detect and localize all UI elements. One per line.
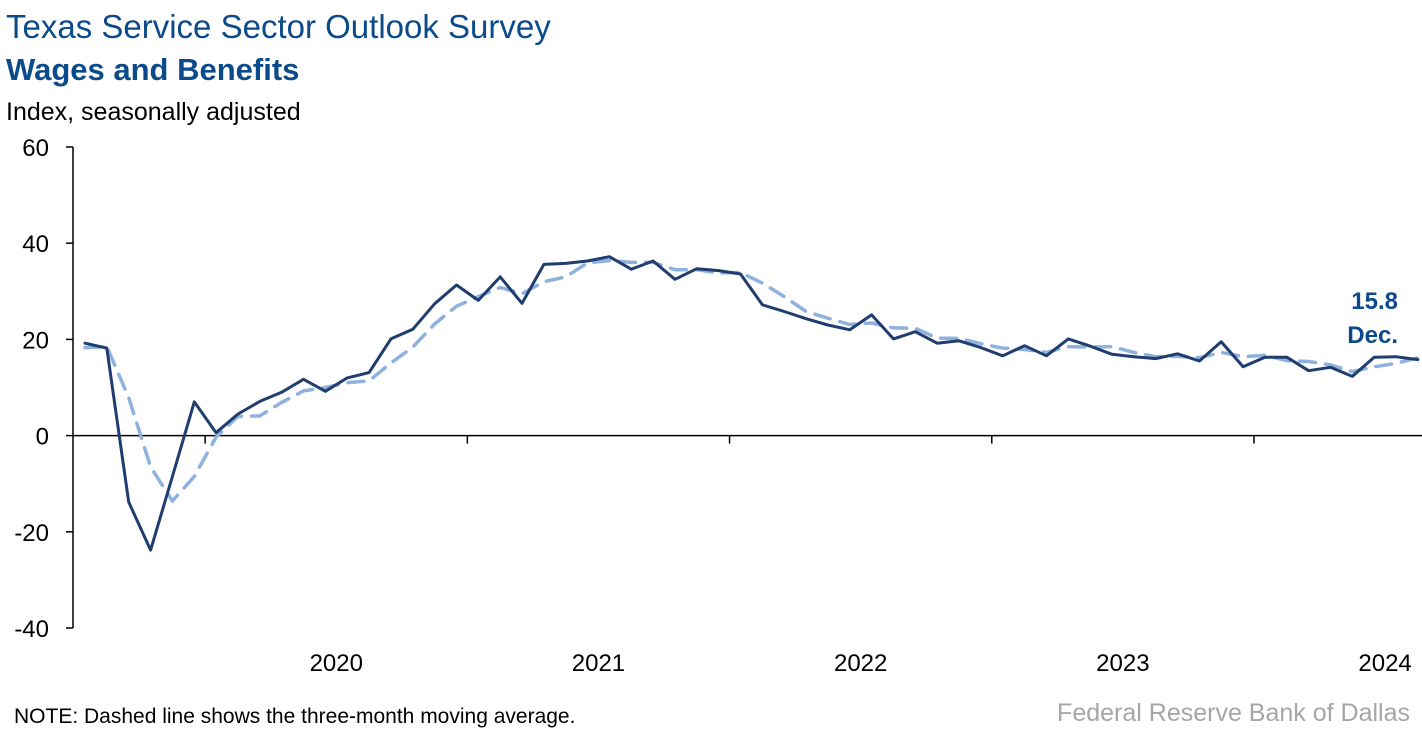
x-tick-label: 2021 bbox=[572, 650, 625, 677]
y-tick-label: 40 bbox=[22, 231, 49, 258]
x-tick-label: 2024 bbox=[1358, 650, 1411, 677]
chart-title: Texas Service Sector Outlook Survey bbox=[6, 8, 551, 45]
chart-note: NOTE: Dashed line shows the three-month … bbox=[14, 705, 576, 728]
last-value-label: 15.8 bbox=[1351, 288, 1398, 315]
chart-subtitle: Wages and Benefits bbox=[6, 52, 300, 87]
y-tick-label: 20 bbox=[22, 327, 49, 354]
y-tick-label: -20 bbox=[14, 520, 49, 547]
last-month-label: Dec. bbox=[1347, 322, 1398, 349]
units-label: Index, seasonally adjusted bbox=[6, 98, 301, 126]
source-credit: Federal Reserve Bank of Dallas bbox=[1057, 699, 1410, 727]
x-tick-label: 2023 bbox=[1096, 650, 1149, 677]
x-tick-label: 2020 bbox=[310, 650, 363, 677]
y-tick-label: -40 bbox=[14, 616, 49, 643]
x-tick-label: 2022 bbox=[834, 650, 887, 677]
y-tick-label: 60 bbox=[22, 135, 49, 162]
index-line bbox=[83, 255, 1420, 552]
y-tick-label: 0 bbox=[36, 424, 49, 451]
moving-average-line bbox=[83, 258, 1420, 503]
